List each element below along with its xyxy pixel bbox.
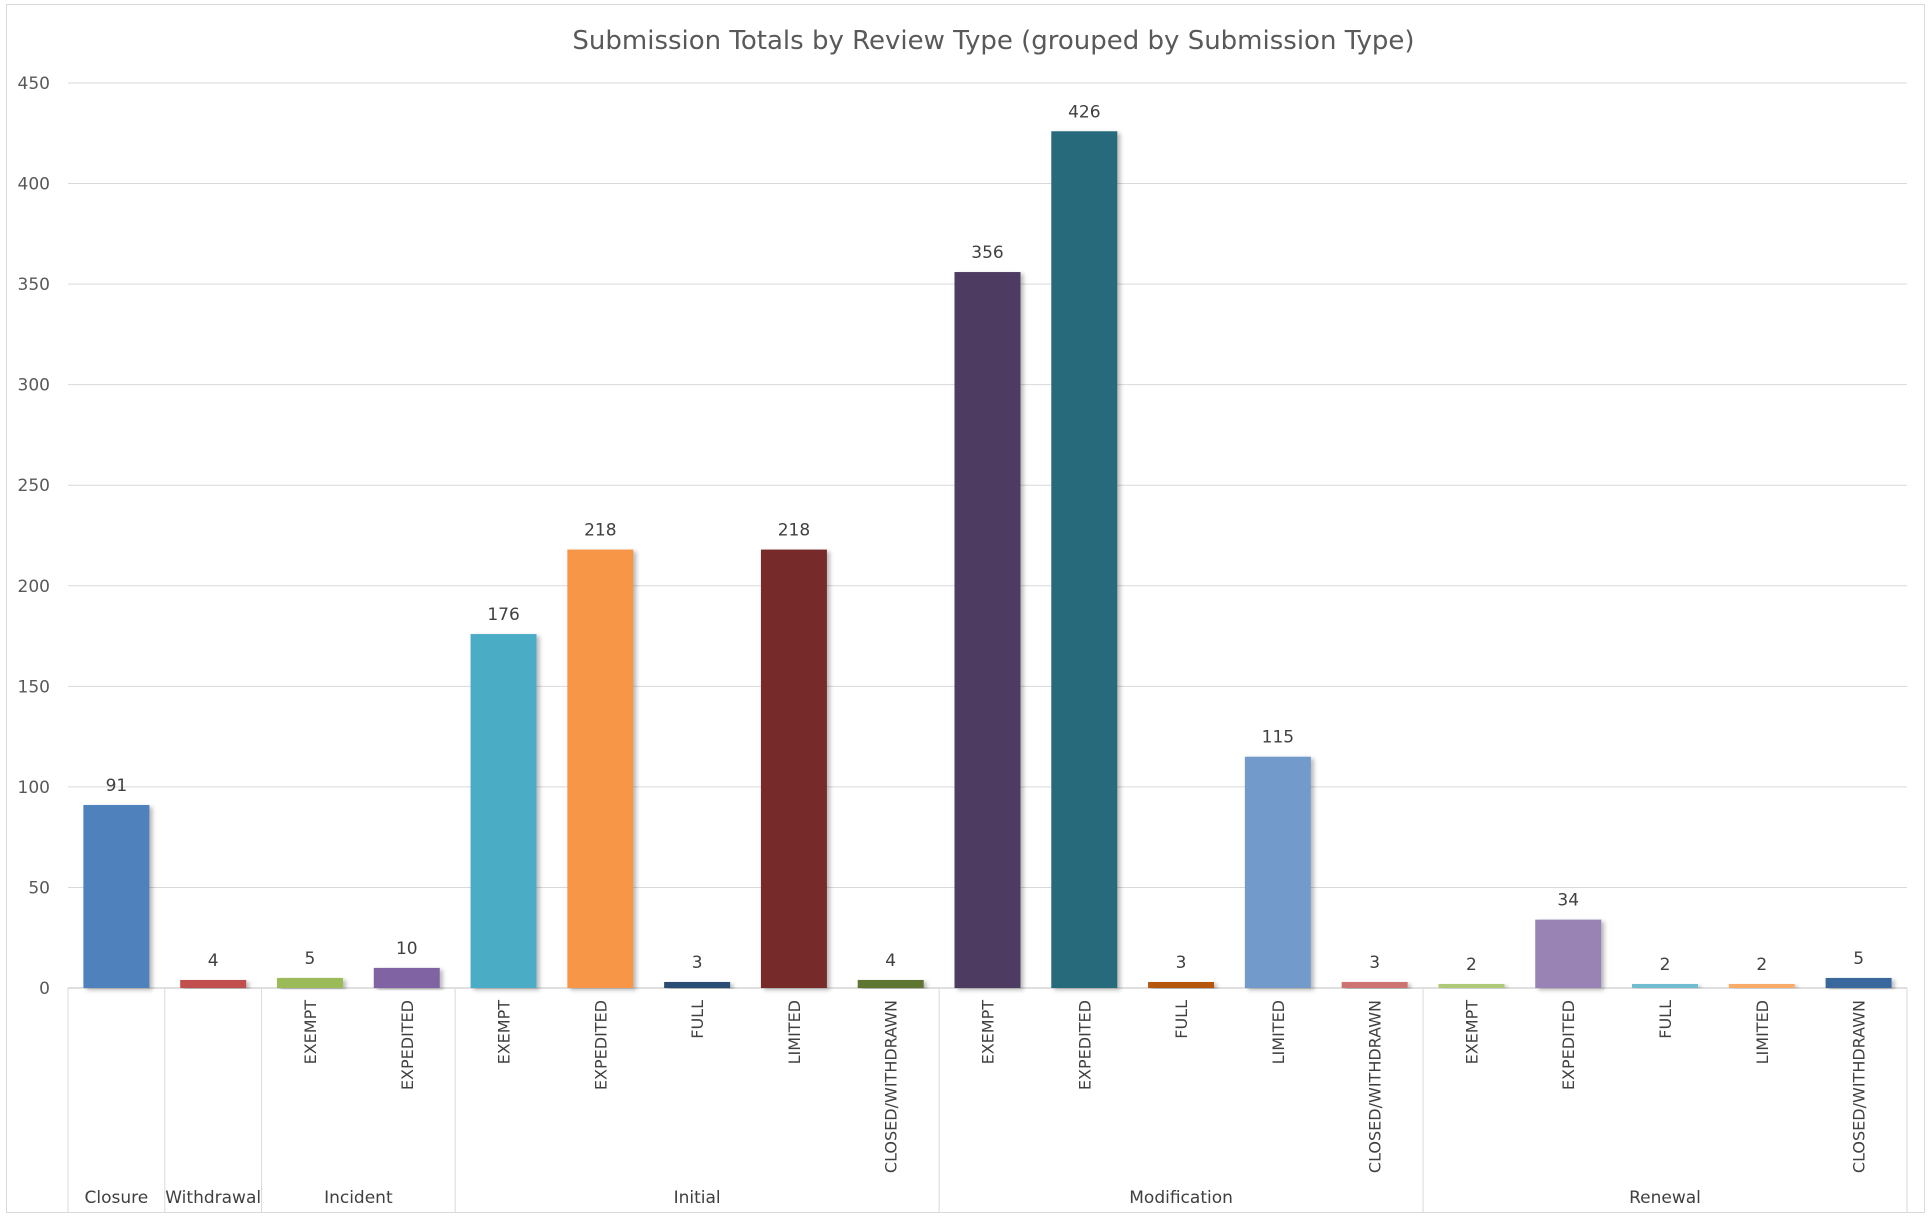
bar-withdrawal: [180, 979, 247, 988]
data-label: 5: [1853, 949, 1864, 969]
group-label-modification: Modification: [1129, 1188, 1233, 1208]
bar-incident-exempt: [276, 977, 343, 988]
category-label: LIMITED: [1753, 1000, 1772, 1064]
data-label: 115: [1262, 728, 1294, 748]
category-label: CLOSED/WITHDRAWN: [1366, 1000, 1385, 1173]
group-label-closure: Closure: [85, 1188, 149, 1208]
bar-renewal-exempt: [1438, 983, 1505, 988]
bar-renewal-closed-withdrawn: [1825, 977, 1892, 988]
category-label: EXEMPT: [979, 1000, 998, 1065]
group-label-withdrawal: Withdrawal: [165, 1188, 261, 1208]
bar-modification-exempt: [954, 272, 1021, 988]
bar-modification-closed-withdrawn: [1341, 981, 1408, 988]
data-label: 218: [778, 521, 810, 541]
data-label: 176: [487, 605, 519, 625]
data-label: 2: [1756, 955, 1767, 975]
y-tick-label: 150: [18, 677, 50, 697]
bar-renewal-limited: [1728, 983, 1795, 988]
y-tick-label: 400: [18, 175, 50, 195]
data-label: 91: [106, 776, 128, 796]
category-label: FULL: [1172, 1000, 1191, 1039]
bar-renewal-full: [1632, 983, 1699, 988]
category-label: LIMITED: [1269, 1000, 1288, 1064]
category-label: LIMITED: [785, 1000, 804, 1064]
y-tick-label: 0: [39, 979, 50, 999]
bar-closure: [83, 804, 150, 988]
y-tick-label: 450: [18, 74, 50, 94]
bar-initial-closed-withdrawn: [857, 979, 924, 988]
data-label: 34: [1557, 891, 1579, 911]
data-label: 218: [584, 521, 616, 541]
y-tick-label: 50: [28, 878, 50, 898]
data-label: 3: [1176, 953, 1187, 973]
y-tick-label: 250: [18, 476, 50, 496]
bars: [83, 131, 1892, 988]
bar-renewal-expedited: [1535, 919, 1602, 988]
category-label: EXPEDITED: [1559, 1000, 1578, 1090]
data-label: 2: [1660, 955, 1671, 975]
x-axis: Closure Withdrawal EXEMPT EXPEDITED Incident…: [67, 988, 1908, 1213]
data-label: 356: [971, 243, 1003, 263]
bar-initial-limited: [760, 549, 827, 988]
bar-modification-limited: [1244, 756, 1311, 988]
category-label: EXPEDITED: [591, 1000, 610, 1090]
y-tick-label: 100: [18, 778, 50, 798]
y-tick-label: 200: [18, 577, 50, 597]
category-label: EXEMPT: [495, 1000, 514, 1065]
data-label: 426: [1068, 102, 1100, 122]
category-label: EXPEDITED: [398, 1000, 417, 1090]
bar-incident-expedited: [373, 967, 440, 988]
data-label: 5: [305, 949, 316, 969]
y-tick-label: 300: [18, 376, 50, 396]
bar-initial-expedited: [567, 549, 634, 988]
category-label: EXEMPT: [301, 1000, 320, 1065]
data-label: 10: [396, 939, 418, 959]
data-label: 3: [1369, 953, 1380, 973]
group-label-renewal: Renewal: [1629, 1188, 1701, 1208]
category-label: FULL: [688, 1000, 707, 1039]
bar-modification-full: [1148, 981, 1215, 988]
data-labels: 91 4 5 10 176 218 3 218 4 356 426 3 115 3 2 34 2 2 5: [106, 102, 1864, 975]
bar-initial-exempt: [470, 634, 537, 988]
bar-initial-full: [664, 981, 731, 988]
category-label: CLOSED/WITHDRAWN: [882, 1000, 901, 1173]
category-label: EXPEDITED: [1075, 1000, 1094, 1090]
chart-svg: Submission Totals by Review Type (groupe…: [18, 26, 1908, 1213]
data-label: 3: [692, 953, 703, 973]
data-label: 4: [885, 951, 896, 971]
data-label: 4: [208, 951, 219, 971]
y-tick-label: 350: [18, 275, 50, 295]
group-label-initial: Initial: [674, 1188, 721, 1208]
category-label: EXEMPT: [1462, 1000, 1481, 1065]
category-label: CLOSED/WITHDRAWN: [1850, 1000, 1869, 1173]
chart-frame: Submission Totals by Review Type (groupe…: [6, 4, 1925, 1213]
chart-title: Submission Totals by Review Type (groupe…: [572, 26, 1414, 56]
category-label: FULL: [1656, 1000, 1675, 1039]
bar-modification-expedited: [1051, 131, 1118, 988]
data-label: 2: [1466, 955, 1477, 975]
group-label-incident: Incident: [324, 1188, 393, 1208]
y-axis-ticks: 0 50 100 150 200 250 300 350 400 450: [18, 74, 50, 999]
